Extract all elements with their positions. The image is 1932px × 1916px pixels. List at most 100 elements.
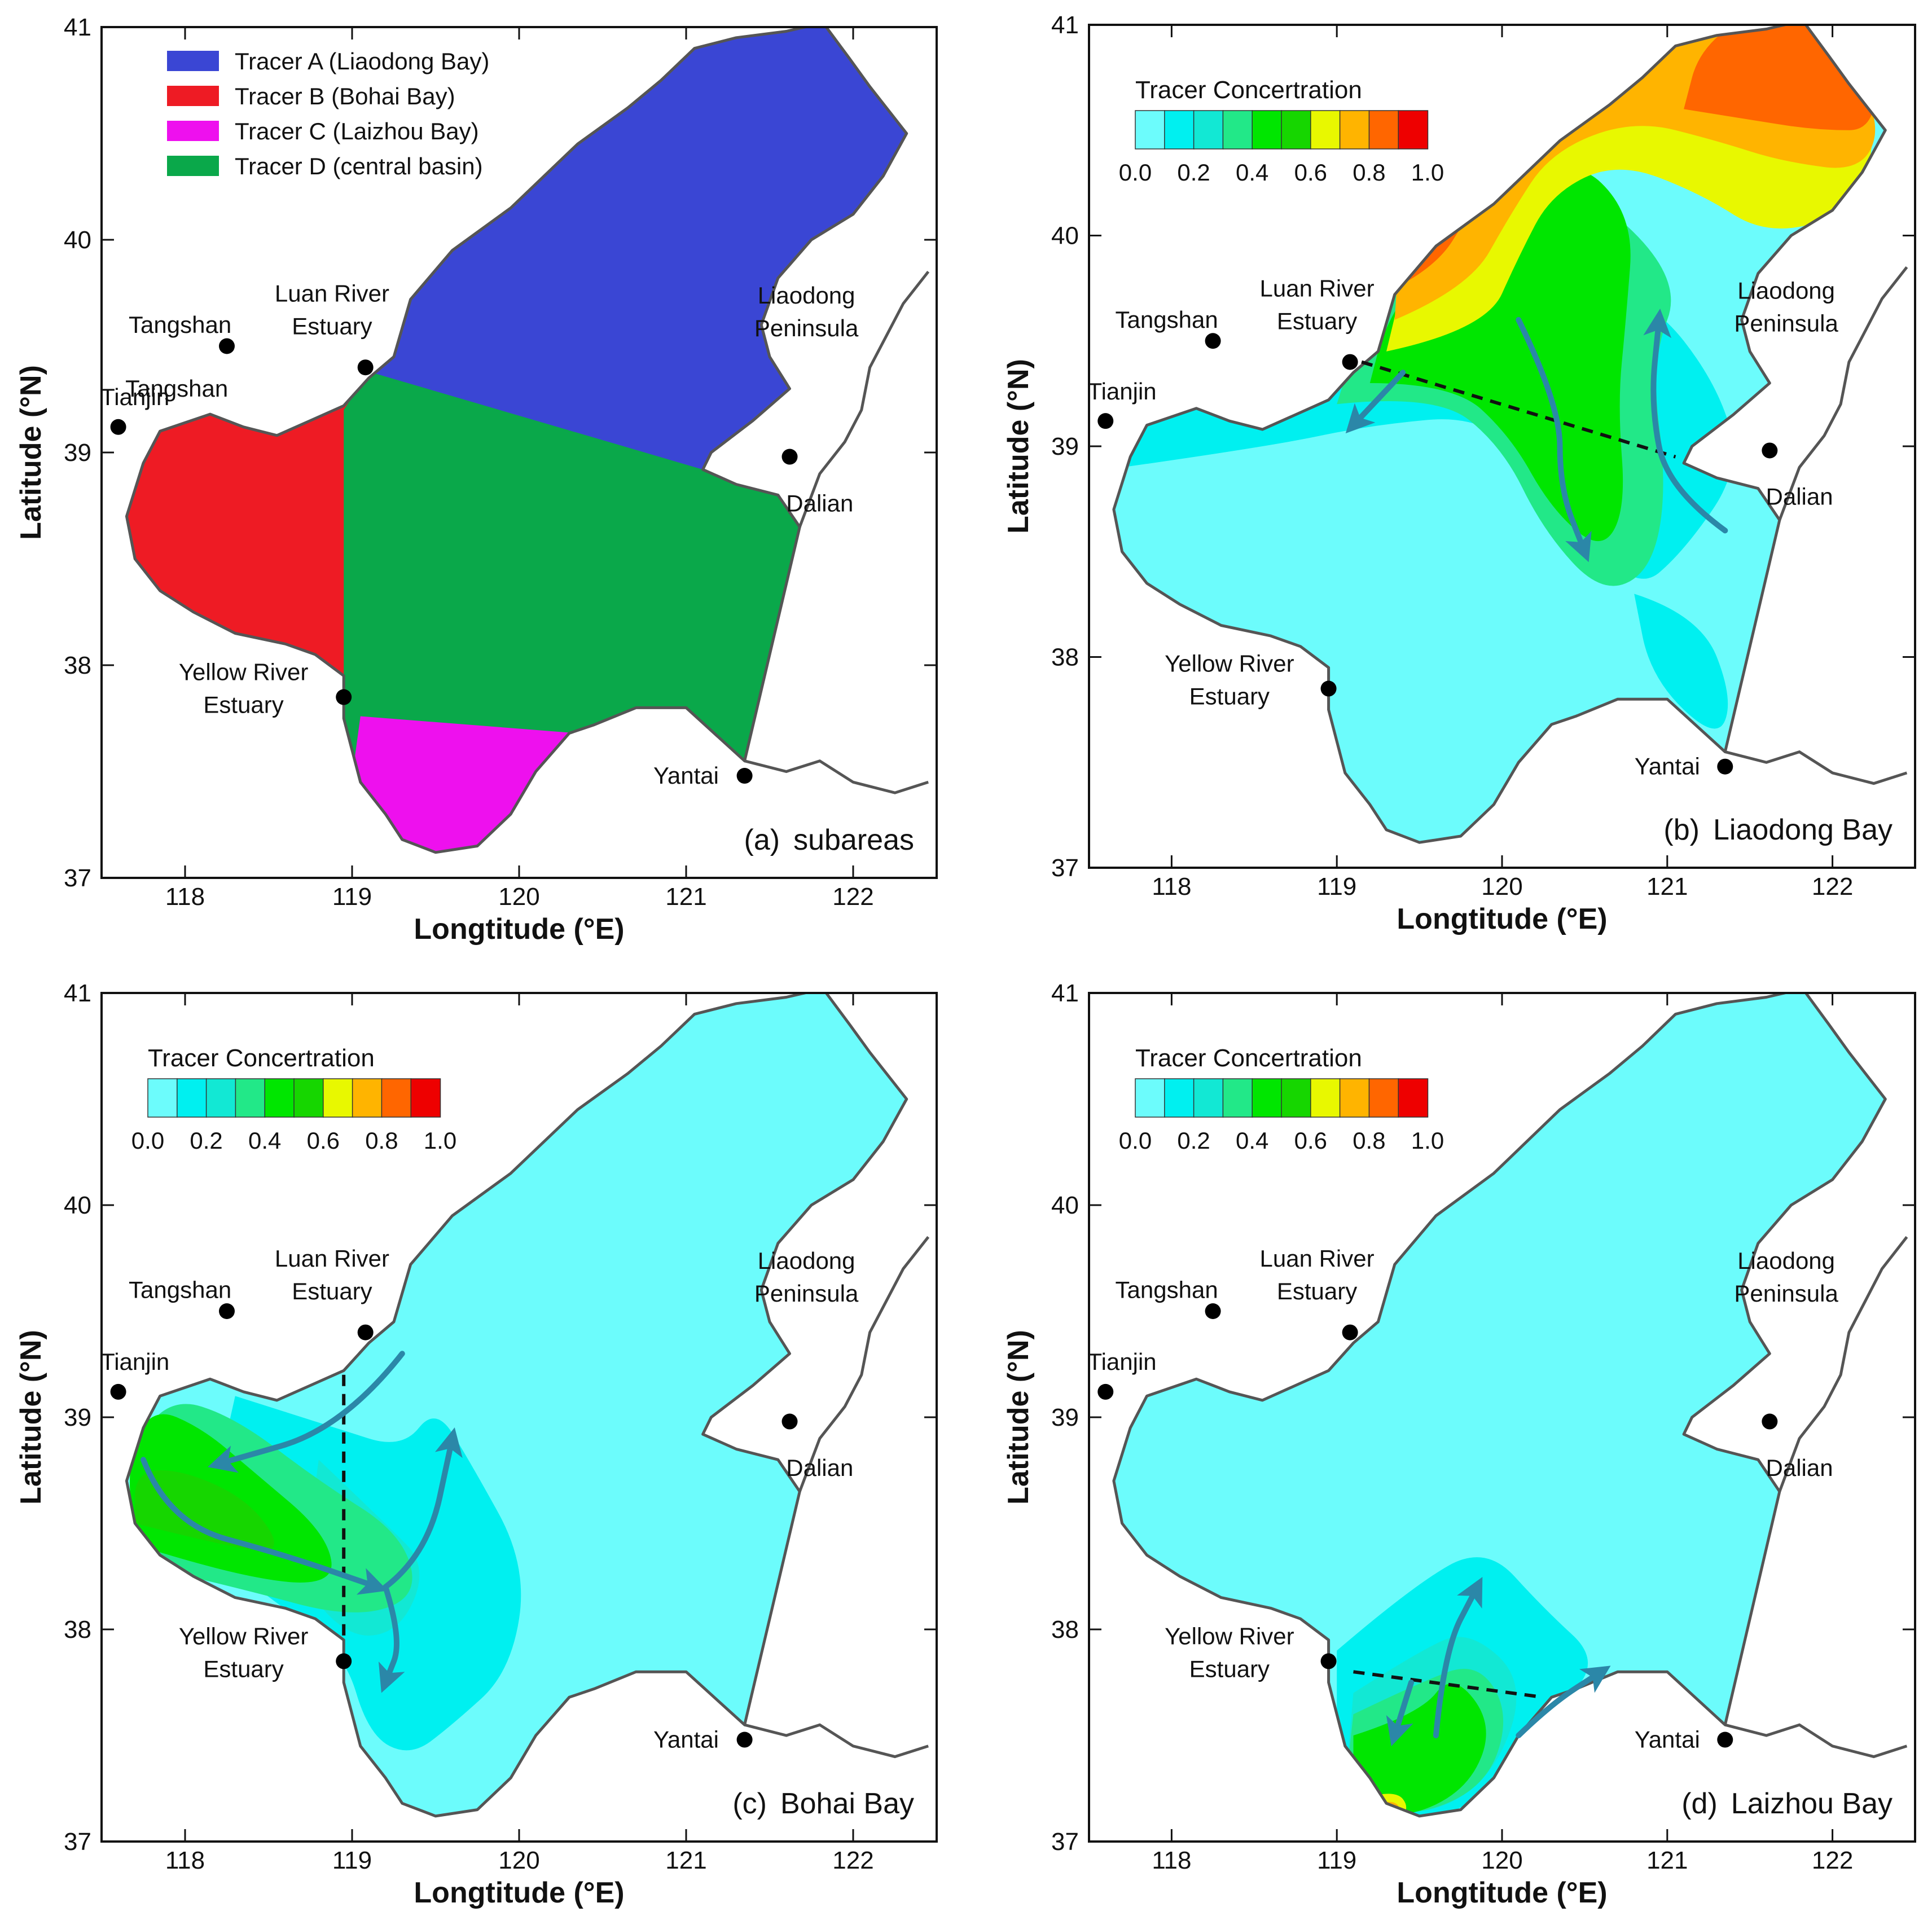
- colorbar-title: Tracer Concertration: [1135, 76, 1362, 104]
- y-axis-title: Latitude (°N): [15, 1330, 47, 1505]
- x-tick-label: 119: [1317, 873, 1356, 900]
- colorbar-swatch: [1164, 110, 1195, 150]
- x-tick-label: 121: [665, 883, 706, 911]
- flow-arrow: [1433, 1577, 1483, 1738]
- panel-letter: (b): [1663, 814, 1700, 846]
- place-yantai: Yantai: [1635, 753, 1700, 780]
- colorbar-tick-label: 0.0: [131, 1127, 164, 1154]
- place-tianjin: Tianjin: [1087, 378, 1156, 405]
- colorbar-swatch: [205, 1078, 236, 1118]
- x-tick-label: 118: [165, 883, 205, 911]
- x-tick-label: 118: [165, 1847, 205, 1874]
- place-marker-yellow: [1320, 1653, 1337, 1669]
- colorbar-swatch: [1193, 1078, 1224, 1118]
- place-luan: Estuary: [1277, 1278, 1357, 1304]
- colorbar-swatch: [1368, 110, 1399, 150]
- colorbar-tick-label: 0.6: [1294, 159, 1327, 186]
- y-tick-label: 40: [64, 1192, 91, 1219]
- flow-arrow: [1345, 370, 1406, 434]
- x-tick-label: 121: [1646, 873, 1688, 900]
- flow-arrow: [1643, 308, 1728, 534]
- x-axis: 118 119 120 121 122: [1152, 25, 1853, 900]
- place-yellow: Estuary: [1189, 683, 1270, 710]
- x-axis: 118 119 120 121 122: [1152, 993, 1853, 1874]
- colorbar-tick-label: 0.4: [248, 1127, 281, 1154]
- colorbar-swatch: [352, 1078, 383, 1118]
- place-tangshan-duplicate: Tangshan: [125, 375, 228, 402]
- place-yellow: Estuary: [1189, 1655, 1270, 1682]
- panel-a: 118 119 120 121 122 37 38 39 40 41 Longtitude (°E)…: [15, 14, 938, 946]
- place-liaodong: Liaodong: [1737, 278, 1835, 304]
- place-liaodong: Peninsula: [754, 1280, 859, 1307]
- place-marker-tianjin: [1097, 413, 1114, 429]
- y-tick-label: 38: [64, 652, 91, 679]
- y-tick-label: 40: [1051, 222, 1079, 250]
- colorbar-swatch: [177, 1078, 207, 1118]
- colorbar-swatch: [147, 1078, 178, 1118]
- place-marker-tangshan: [219, 338, 235, 354]
- subarea-legend: Tracer A (Liaodong Bay) Tracer B (Bohai B…: [167, 48, 489, 179]
- colorbar-tick-label: 0.2: [190, 1127, 222, 1154]
- colorbar-swatch: [1135, 110, 1166, 150]
- colorbar-swatch: [1398, 110, 1429, 150]
- y-tick-label: 38: [1051, 1616, 1079, 1643]
- colorbar-swatch: [410, 1078, 441, 1118]
- place-tangshan: Tangshan: [129, 311, 231, 338]
- place-yellow: Yellow River: [179, 1623, 309, 1649]
- flow-arrow: [1386, 1680, 1414, 1747]
- y-axis: 37 38 39 40 41: [64, 14, 937, 892]
- place-marker-yantai: [736, 1732, 753, 1748]
- legend-label: Tracer D (central basin): [235, 153, 483, 179]
- x-tick-label: 120: [498, 883, 539, 911]
- x-axis: 118 119 120 121 122: [165, 27, 874, 911]
- place-marker-luan: [1342, 1324, 1358, 1341]
- place-luan: Luan River: [275, 1245, 389, 1272]
- section-line: [1353, 1670, 1544, 1699]
- legend-label: Tracer A (Liaodong Bay): [235, 48, 489, 74]
- place-marker-tangshan: [1205, 1303, 1221, 1319]
- colorbar-tick-label: 0.8: [365, 1127, 398, 1154]
- y-tick-label: 41: [1051, 979, 1079, 1007]
- y-tick-label: 40: [64, 226, 91, 254]
- panel-caption: (b) Liaodong Bay: [1663, 814, 1893, 846]
- colorbar-swatch: [1222, 110, 1253, 150]
- colorbar-tick-label: 0.8: [1353, 1127, 1385, 1154]
- flow-arrow: [1516, 317, 1592, 563]
- place-yantai: Yantai: [653, 1726, 719, 1753]
- place-marker-tangshan: [1205, 333, 1221, 349]
- subarea-laizhou-bay: [335, 716, 578, 852]
- panel-letter: (d): [1681, 1787, 1718, 1820]
- place-yellow: Estuary: [203, 1655, 283, 1682]
- colorbar: Tracer Concertration 0.0 0.2 0.4 0.6 0.8 1.0: [131, 1044, 456, 1154]
- place-marker-yantai: [1717, 1732, 1733, 1748]
- place-marker-luan: [357, 1324, 374, 1341]
- colorbar-tick-label: 1.0: [1411, 1127, 1444, 1154]
- coastline-shandong: [1724, 750, 1908, 785]
- colorbar-swatch: [1252, 110, 1283, 150]
- place-liaodong: Liaodong: [1737, 1247, 1835, 1274]
- y-axis: 37 38 39 40 41: [1051, 979, 1915, 1856]
- place-marker-tianjin: [1097, 1383, 1114, 1400]
- place-marker-yellow: [336, 1653, 352, 1669]
- x-tick-label: 119: [332, 1847, 372, 1874]
- legend-label: Tracer B (Bohai Bay): [235, 83, 455, 109]
- place-liaodong: Peninsula: [1734, 310, 1838, 337]
- place-tangshan: Tangshan: [129, 1276, 231, 1303]
- coastline-peninsula: [798, 1236, 930, 1492]
- colorbar-swatch: [264, 1078, 295, 1118]
- place-luan: Luan River: [275, 280, 389, 306]
- panel-letter: (c): [732, 1787, 767, 1820]
- y-tick-label: 40: [1051, 1192, 1079, 1219]
- concentration-band: [1353, 1684, 1486, 1814]
- y-tick-label: 41: [64, 14, 91, 41]
- x-tick-label: 122: [1812, 873, 1853, 900]
- x-tick-label: 122: [832, 1847, 873, 1874]
- place-liaodong: Peninsula: [754, 315, 859, 341]
- coastline-peninsula: [1778, 1236, 1908, 1492]
- place-marker-tianjin: [110, 1383, 126, 1400]
- y-tick-label: 37: [64, 1828, 91, 1856]
- place-luan: Luan River: [1260, 275, 1375, 302]
- place-yantai: Yantai: [1635, 1726, 1700, 1753]
- x-axis-title: Longtitude (°E): [1397, 1877, 1607, 1909]
- flow-arrow: [383, 1427, 463, 1590]
